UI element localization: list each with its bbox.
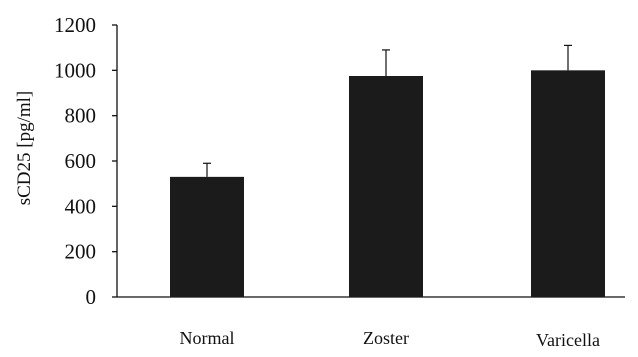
bar-normal bbox=[170, 176, 244, 297]
y-tick-label: 1200 bbox=[54, 13, 96, 37]
y-tick-label: 1000 bbox=[54, 58, 96, 82]
y-tick-label: 600 bbox=[65, 149, 97, 173]
y-tick-label: 200 bbox=[65, 240, 97, 264]
y-tick-label: 0 bbox=[86, 285, 97, 309]
y-axis-title: sCD25 [pg/ml] bbox=[14, 91, 35, 206]
y-tick-label: 800 bbox=[65, 104, 97, 128]
y-axis-ticks: 0 200 400 600 800 1000 1200 bbox=[54, 13, 117, 309]
error-bars bbox=[203, 44, 572, 177]
bar-varicella bbox=[531, 70, 605, 297]
x-category-label: Zoster bbox=[363, 328, 409, 348]
x-category-label: Varicella bbox=[536, 330, 600, 350]
x-axis-category-labels: Normal Zoster Varicella bbox=[180, 328, 600, 350]
bar-zoster bbox=[349, 76, 423, 297]
bars bbox=[170, 70, 605, 297]
y-tick-label: 400 bbox=[65, 194, 97, 218]
x-category-label: Normal bbox=[180, 328, 235, 348]
